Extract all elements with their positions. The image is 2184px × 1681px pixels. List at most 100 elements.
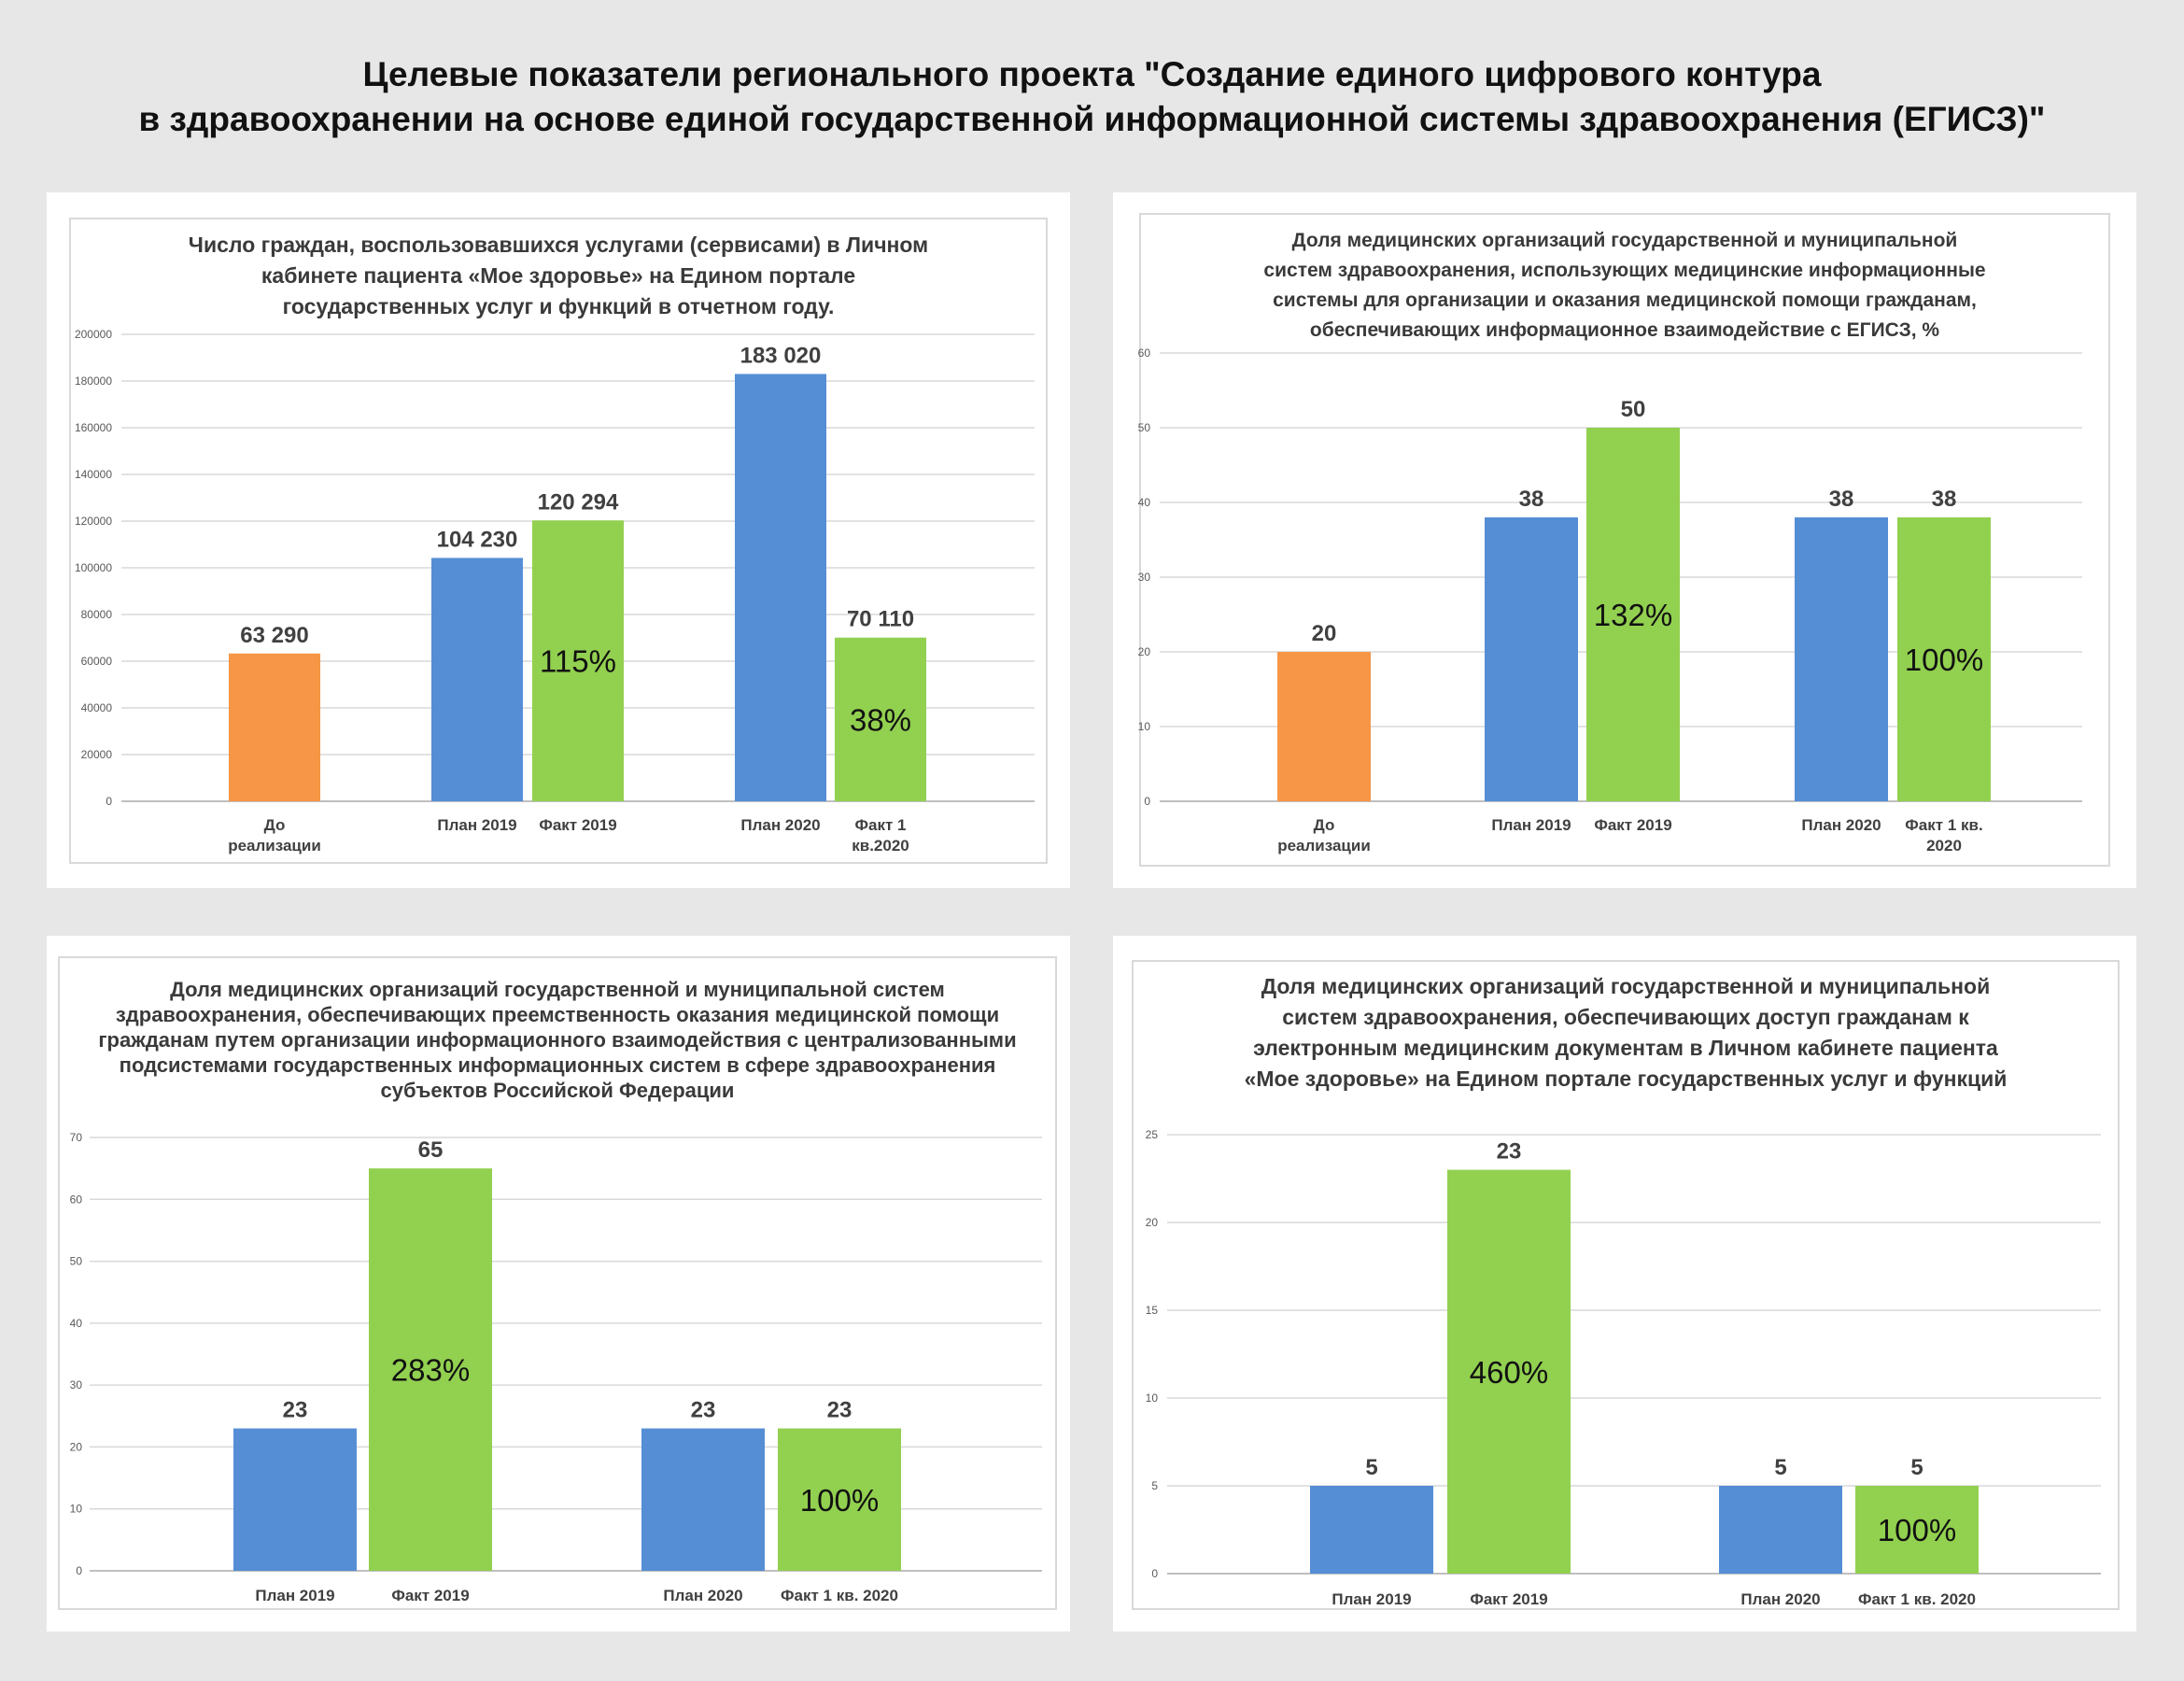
data-label: 5 (1774, 1455, 1786, 1480)
y-tick-label: 0 (106, 795, 112, 808)
x-tick-label: Факт 1 кв. 2020 (1858, 1590, 1976, 1608)
chart-title-3-line: здравоохранения, обеспечивающих преемств… (115, 1003, 1000, 1026)
bar (1719, 1486, 1842, 1574)
y-tick-label: 60 (1138, 346, 1151, 360)
chart-panel-4: Доля медицинских организаций государстве… (1113, 936, 2136, 1632)
y-tick-label: 10 (1138, 720, 1151, 733)
y-tick-label: 40 (70, 1317, 83, 1330)
chart-panel-3: Доля медицинских организаций государстве… (47, 936, 1070, 1632)
x-tick-label: Факт 2019 (539, 816, 616, 834)
bar (1586, 428, 1680, 801)
chart-panel-2: Доля медицинских организаций государстве… (1113, 192, 2136, 888)
bar (1277, 652, 1371, 801)
page-title-line-1: Целевые показатели регионального проекта… (362, 55, 1822, 93)
percent-label: 283% (391, 1353, 470, 1388)
x-tick-label: До (264, 816, 286, 834)
bar (369, 1168, 492, 1571)
chart-frame-2 (1139, 213, 2110, 867)
data-label: 38 (1932, 487, 1957, 512)
y-tick-label: 200000 (75, 328, 112, 341)
x-tick-label: Факт 1 кв. 2020 (781, 1587, 898, 1604)
y-tick-label: 30 (1138, 571, 1151, 584)
chart-frame-3 (58, 956, 1057, 1610)
chart-title-1-line: государственных услуг и функций в отчетн… (282, 294, 835, 318)
x-tick-label: 2020 (1926, 837, 1962, 855)
y-tick-label: 180000 (75, 374, 112, 388)
x-tick-label: Факт 1 (855, 816, 907, 834)
y-tick-label: 160000 (75, 421, 112, 434)
chart-title-3-line: Доля медицинских организаций государстве… (170, 978, 945, 1001)
x-tick-label: План 2020 (740, 816, 820, 834)
x-tick-label: Факт 2019 (1594, 816, 1671, 834)
x-tick-label: реализации (228, 837, 321, 855)
y-tick-label: 25 (1146, 1128, 1159, 1141)
y-tick-label: 5 (1151, 1479, 1158, 1492)
data-label: 23 (691, 1398, 716, 1423)
chart-panel-1: Число граждан, воспользовавшихся услугам… (47, 192, 1070, 888)
page-title-line-2: в здравоохранении на основе единой госуд… (138, 100, 2046, 138)
y-tick-label: 100000 (75, 561, 112, 574)
x-tick-label: План 2020 (1801, 816, 1881, 834)
x-tick-label: Факт 1 кв. (1905, 816, 1982, 834)
y-tick-label: 60000 (81, 655, 113, 668)
chart-title-3-line: подсистемами государственных информацион… (119, 1053, 996, 1077)
data-label: 50 (1621, 397, 1646, 422)
data-label: 38 (1519, 487, 1544, 512)
percent-label: 100% (1878, 1513, 1956, 1547)
bar (229, 653, 320, 801)
chart-title-3: Доля медицинских организаций государстве… (58, 977, 1057, 1103)
bar (532, 520, 624, 801)
y-tick-label: 10 (1146, 1391, 1159, 1405)
data-label: 70 110 (847, 607, 914, 632)
bar (1485, 517, 1578, 801)
data-label: 120 294 (538, 489, 619, 515)
y-tick-label: 40000 (81, 701, 113, 714)
y-tick-label: 20 (70, 1440, 83, 1453)
chart-title-1-line: Число граждан, воспользовавшихся услугам… (188, 233, 929, 257)
y-tick-label: 20 (1146, 1216, 1159, 1229)
x-tick-label: До (1314, 816, 1335, 834)
y-tick-label: 60 (70, 1193, 83, 1206)
percent-label: 38% (850, 702, 911, 737)
chart-title-3-line: гражданам путем организации информационн… (98, 1028, 1017, 1052)
x-tick-label: Факт 2019 (1470, 1590, 1547, 1608)
y-tick-label: 15 (1146, 1304, 1159, 1317)
y-tick-label: 120000 (75, 515, 112, 528)
bar (1310, 1486, 1433, 1574)
chart-title-2-line: Доля медицинских организаций государстве… (1291, 230, 1958, 251)
y-tick-label: 20 (1138, 645, 1151, 658)
y-tick-label: 20000 (81, 748, 113, 761)
data-label: 183 020 (740, 343, 822, 368)
bar (835, 637, 926, 801)
chart-title-2: Доля медицинских организаций государстве… (1139, 226, 2110, 346)
y-tick-label: 50 (1138, 421, 1151, 434)
x-tick-label: кв.2020 (852, 837, 909, 855)
x-tick-label: План 2019 (255, 1587, 334, 1604)
chart-title-4-line: электронным медицинским документам в Лич… (1253, 1036, 1998, 1060)
chart-plot-3: 0 10 20 30 40 50 60 70 23 План 2019 65 283% Факт 201… (70, 1131, 1042, 1604)
chart-title-2-line: обеспечивающих информационное взаимодейс… (1309, 319, 1940, 341)
percent-label: 460% (1470, 1355, 1548, 1390)
data-label: 23 (283, 1398, 308, 1423)
chart-title-2-line: системы для организации и оказания медиц… (1273, 290, 1977, 311)
bar (1447, 1169, 1571, 1574)
chart-frame-4 (1132, 960, 2120, 1610)
chart-frame-1 (69, 218, 1048, 864)
data-label: 38 (1829, 487, 1854, 512)
percent-label: 115% (540, 644, 616, 679)
data-label: 5 (1365, 1455, 1377, 1480)
x-tick-label: План 2019 (1491, 816, 1571, 834)
bar (778, 1428, 901, 1571)
y-tick-label: 0 (1151, 1567, 1158, 1580)
chart-title-3-line: субъектов Российской Федерации (380, 1079, 735, 1102)
x-tick-label: План 2019 (437, 816, 516, 834)
x-tick-label: План 2020 (663, 1587, 742, 1604)
y-tick-label: 0 (1144, 795, 1150, 808)
chart-title-1: Число граждан, воспользовавшихся услугам… (69, 230, 1048, 322)
x-tick-label: План 2020 (1740, 1590, 1820, 1608)
y-tick-label: 50 (70, 1255, 83, 1268)
data-label: 65 (418, 1137, 444, 1163)
x-tick-label: План 2019 (1332, 1590, 1411, 1608)
percent-label: 132% (1594, 598, 1672, 632)
bar (735, 374, 826, 801)
